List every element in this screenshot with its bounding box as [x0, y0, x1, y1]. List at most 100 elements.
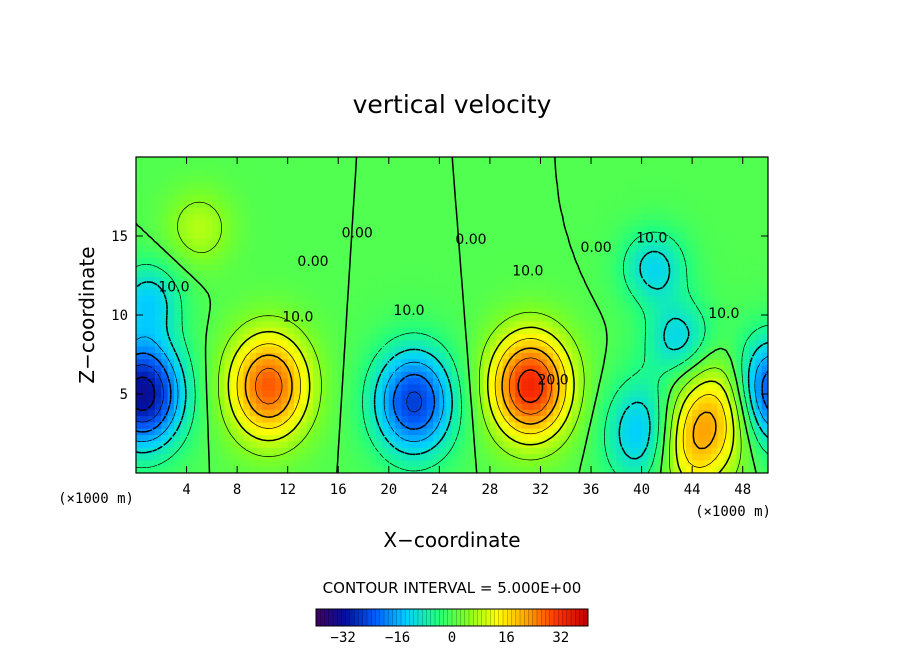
field-cell — [281, 460, 289, 468]
field-cell — [628, 466, 636, 473]
field-cell — [439, 384, 447, 392]
field-cell — [610, 346, 617, 354]
field-cell — [692, 201, 700, 209]
field-cell — [755, 422, 763, 430]
field-cell — [635, 447, 643, 455]
field-cell — [388, 175, 396, 183]
field-cell — [641, 435, 649, 442]
field-cell — [470, 340, 478, 348]
field-cell — [420, 213, 428, 221]
field-cell — [148, 201, 156, 209]
field-cell — [173, 226, 181, 234]
field-cell — [401, 365, 409, 373]
field-cell — [148, 264, 156, 272]
field-cell — [136, 416, 143, 424]
field-cell — [262, 359, 270, 367]
field-cell — [692, 403, 700, 411]
field-cell — [553, 270, 561, 278]
field-cell — [344, 201, 352, 209]
field-cell — [312, 321, 320, 329]
field-cell — [369, 390, 377, 398]
field-cell — [382, 359, 390, 367]
field-cell — [635, 207, 643, 215]
field-cell — [749, 226, 756, 234]
field-cell — [439, 169, 447, 177]
field-cell — [673, 302, 681, 310]
field-cell — [723, 182, 731, 190]
field-cell — [148, 245, 156, 253]
field-cell — [161, 359, 169, 367]
field-cell — [395, 365, 403, 373]
field-cell — [211, 384, 219, 392]
field-cell — [192, 327, 200, 335]
field-cell — [161, 194, 169, 202]
field-cell — [433, 226, 440, 234]
field-cell — [275, 277, 282, 284]
field-cell — [666, 289, 674, 297]
field-cell — [230, 321, 238, 329]
field-cell — [268, 264, 276, 272]
field-cell — [218, 270, 226, 278]
field-cell — [382, 315, 390, 322]
field-cell — [287, 264, 295, 272]
field-cell — [546, 258, 554, 266]
field-cell — [414, 333, 421, 341]
field-cell — [679, 258, 687, 266]
field-cell — [704, 245, 712, 253]
field-cell — [489, 175, 497, 183]
field-cell — [749, 422, 756, 430]
field-cell — [420, 157, 428, 164]
field-cell — [496, 232, 504, 240]
field-cell — [180, 207, 188, 215]
field-cell — [382, 207, 390, 215]
field-cell — [268, 283, 276, 291]
field-cell — [369, 157, 377, 164]
field-cell — [622, 441, 630, 449]
field-cell — [622, 447, 630, 455]
field-cell — [148, 182, 156, 190]
field-cell — [407, 321, 415, 329]
field-cell — [749, 194, 756, 202]
field-cell — [742, 435, 750, 442]
field-cell — [508, 169, 516, 177]
field-cell — [553, 283, 561, 291]
field-cell — [711, 302, 719, 310]
field-cell — [439, 352, 447, 360]
field-cell — [534, 340, 542, 348]
field-cell — [161, 435, 169, 442]
field-cell — [344, 157, 352, 164]
field-cell — [502, 277, 510, 284]
field-cell — [363, 201, 371, 209]
field-cell — [572, 169, 579, 177]
field-cell — [433, 157, 440, 164]
field-cell — [521, 194, 529, 202]
field-cell — [496, 315, 504, 322]
field-cell — [369, 321, 377, 329]
field-cell — [319, 365, 327, 373]
field-cell — [407, 302, 415, 310]
field-cell — [698, 194, 706, 202]
field-cell — [483, 321, 491, 329]
field-cell — [508, 245, 516, 253]
field-cell — [382, 371, 390, 379]
field-cell — [256, 201, 263, 209]
field-cell — [477, 384, 485, 392]
field-cell — [470, 327, 478, 335]
field-cell — [180, 289, 188, 297]
field-cell — [136, 213, 143, 221]
field-cell — [578, 188, 586, 196]
field-cell — [527, 321, 535, 329]
field-cell — [483, 428, 491, 436]
field-cell — [211, 378, 219, 386]
field-cell — [268, 403, 276, 411]
field-cell — [628, 371, 636, 379]
field-cell — [553, 441, 561, 449]
field-cell — [647, 403, 655, 411]
field-cell — [496, 245, 504, 253]
field-cell — [388, 447, 396, 455]
field-cell — [502, 283, 510, 291]
field-cell — [704, 220, 712, 228]
field-cell — [350, 270, 358, 278]
field-cell — [249, 340, 257, 348]
field-cell — [262, 466, 270, 473]
